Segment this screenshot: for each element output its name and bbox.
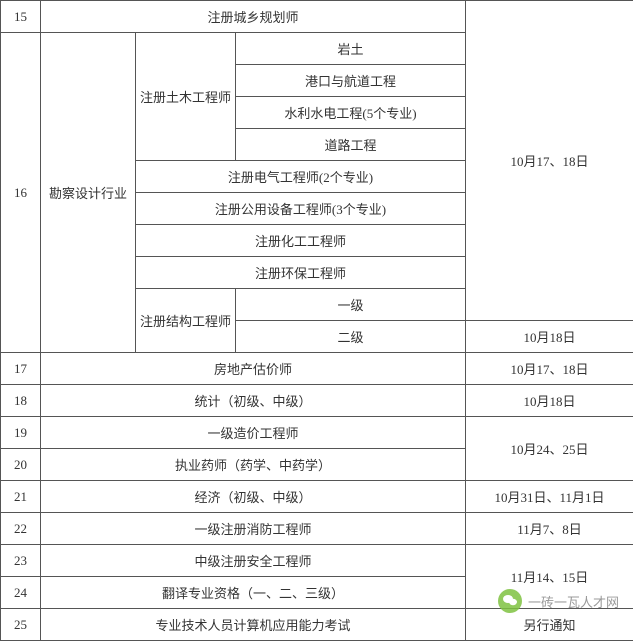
cell-sub1: 注册土木工程师 — [136, 33, 236, 161]
watermark: 一砖一瓦人才网 — [498, 589, 619, 613]
cell-num: 22 — [1, 513, 41, 545]
cell-sub2: 港口与航道工程 — [236, 65, 466, 97]
cell-date: 10月18日 — [466, 321, 633, 353]
table-row: 17 房地产估价师 10月17、18日 — [1, 353, 633, 385]
cell-num: 16 — [1, 33, 41, 353]
cell-num: 21 — [1, 481, 41, 513]
table-row: 15 注册城乡规划师 10月17、18日 — [1, 1, 633, 33]
cell-sub2: 一级 — [236, 289, 466, 321]
cell-sub2: 岩土 — [236, 33, 466, 65]
cell-sub2: 二级 — [236, 321, 466, 353]
cell-date: 10月24、25日 — [466, 417, 633, 481]
cell-num: 24 — [1, 577, 41, 609]
cell-name: 统计（初级、中级） — [41, 385, 466, 417]
cell-sub: 注册公用设备工程师(3个专业) — [136, 193, 466, 225]
table-row: 22 一级注册消防工程师 11月7、8日 — [1, 513, 633, 545]
table-row: 25 专业技术人员计算机应用能力考试 另行通知 — [1, 609, 633, 641]
table-row: 23 中级注册安全工程师 11月14、15日 — [1, 545, 633, 577]
watermark-text: 一砖一瓦人才网 — [528, 592, 619, 611]
cell-sub2: 水利水电工程(5个专业) — [236, 97, 466, 129]
exam-schedule-table: 15 注册城乡规划师 10月17、18日 16 勘察设计行业 注册土木工程师 岩… — [0, 0, 633, 641]
cell-sub: 注册电气工程师(2个专业) — [136, 161, 466, 193]
chat-bubble-icon — [502, 594, 518, 608]
cell-sub: 注册环保工程师 — [136, 257, 466, 289]
cell-num: 17 — [1, 353, 41, 385]
cell-num: 20 — [1, 449, 41, 481]
cell-name: 房地产估价师 — [41, 353, 466, 385]
cell-name: 执业药师（药学、中药学） — [41, 449, 466, 481]
cell-name: 经济（初级、中级） — [41, 481, 466, 513]
cell-date: 10月18日 — [466, 385, 633, 417]
cell-name: 专业技术人员计算机应用能力考试 — [41, 609, 466, 641]
cell-name: 中级注册安全工程师 — [41, 545, 466, 577]
table-row: 19 一级造价工程师 10月24、25日 — [1, 417, 633, 449]
cell-name: 翻译专业资格（一、二、三级） — [41, 577, 466, 609]
cell-num: 23 — [1, 545, 41, 577]
cell-name: 一级注册消防工程师 — [41, 513, 466, 545]
cell-date: 10月17、18日 — [466, 353, 633, 385]
cell-cat: 勘察设计行业 — [41, 33, 136, 353]
table-row: 18 统计（初级、中级） 10月18日 — [1, 385, 633, 417]
cell-date: 另行通知 — [466, 609, 633, 641]
cell-date: 10月31日、11月1日 — [466, 481, 633, 513]
cell-date: 11月7、8日 — [466, 513, 633, 545]
cell-sub1: 注册结构工程师 — [136, 289, 236, 353]
cell-num: 15 — [1, 1, 41, 33]
table-row: 21 经济（初级、中级） 10月31日、11月1日 — [1, 481, 633, 513]
cell-num: 19 — [1, 417, 41, 449]
cell-date: 10月17、18日 — [466, 1, 633, 321]
cell-sub2: 道路工程 — [236, 129, 466, 161]
cell-num: 25 — [1, 609, 41, 641]
cell-name: 一级造价工程师 — [41, 417, 466, 449]
wechat-icon — [498, 589, 522, 613]
cell-sub: 注册化工工程师 — [136, 225, 466, 257]
cell-name: 注册城乡规划师 — [41, 1, 466, 33]
cell-num: 18 — [1, 385, 41, 417]
